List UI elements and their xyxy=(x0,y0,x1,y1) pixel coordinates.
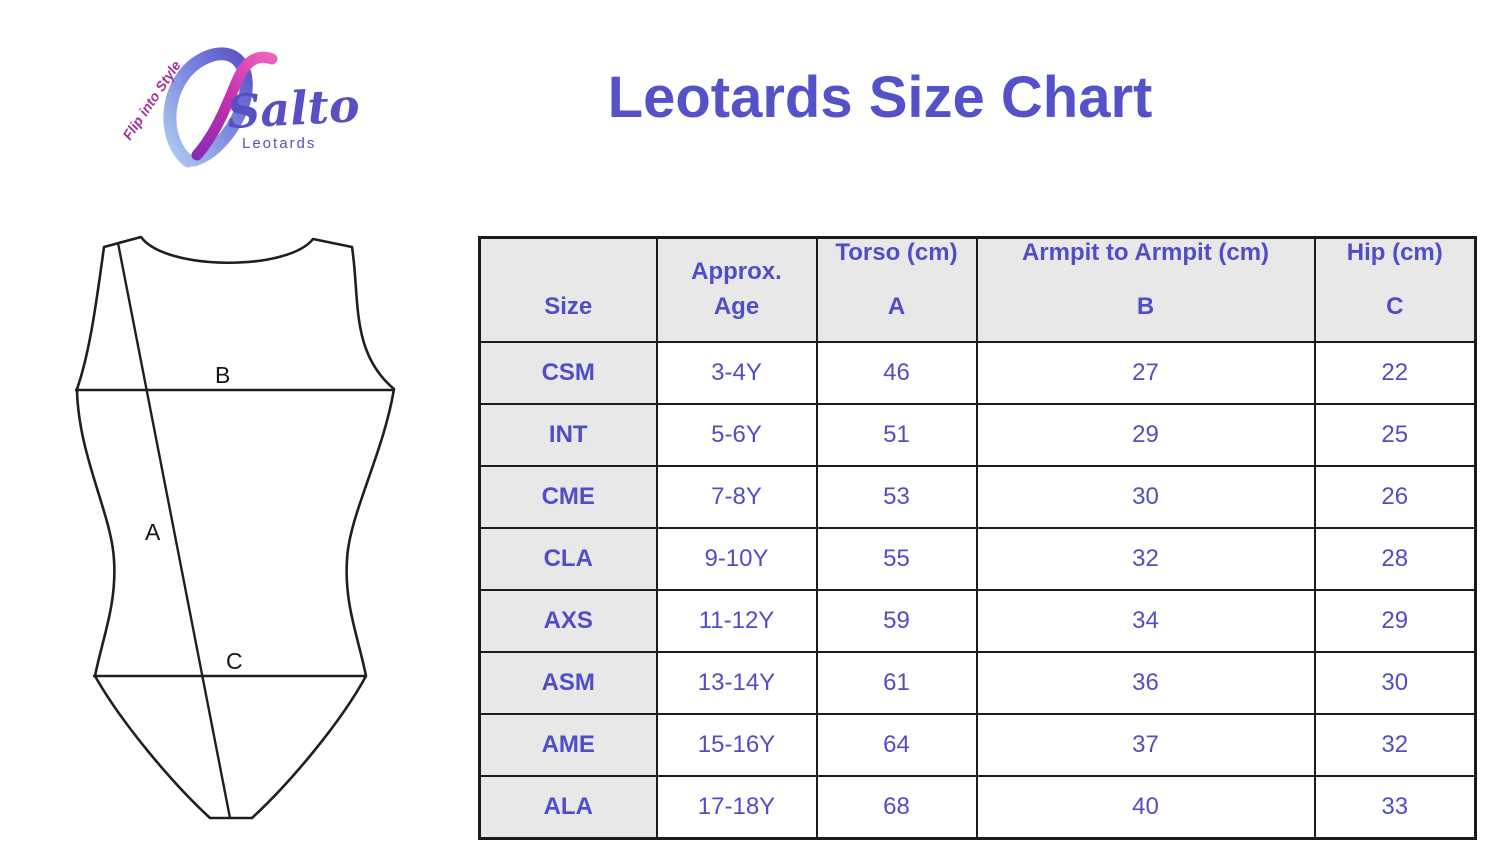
logo-swoosh-pink xyxy=(191,51,278,161)
header-age-line2: Age xyxy=(713,293,760,320)
cell-torso: 53 xyxy=(815,465,978,529)
table-row: AME 15-16Y 64 37 32 xyxy=(478,713,1477,777)
diagram-label-b: B xyxy=(215,362,230,388)
cell-hip: 33 xyxy=(1313,775,1477,839)
table-row: CME 7-8Y 53 30 26 xyxy=(478,465,1477,529)
header-size: Size xyxy=(478,236,658,343)
cell-armpit: 30 xyxy=(975,465,1316,529)
header-hip-letter: C xyxy=(1386,293,1404,320)
table-row: CLA 9-10Y 55 32 28 xyxy=(478,527,1477,591)
table-row: CSM 3-4Y 46 27 22 xyxy=(478,341,1477,405)
cell-age: 11-12Y xyxy=(655,589,818,653)
page-title: Leotards Size Chart xyxy=(607,65,1153,130)
header-torso-title: Torso (cm) xyxy=(835,239,958,266)
cell-torso: 59 xyxy=(815,589,978,653)
cell-size: AXS xyxy=(478,589,658,653)
header-row: Size Approx. Age Torso (cm) A Armpit to … xyxy=(478,236,1477,343)
salto-logo: Flip into Style Salto Leotards xyxy=(119,47,361,168)
leotard-measurement-diagram: B A C xyxy=(75,235,396,820)
table-row: ASM 13-14Y 61 36 30 xyxy=(478,651,1477,715)
size-table: Size Approx. Age Torso (cm) A Armpit to … xyxy=(478,236,1477,840)
cell-armpit: 32 xyxy=(975,527,1316,591)
cell-size: INT xyxy=(478,403,658,467)
header-size-label: Size xyxy=(544,293,593,320)
cell-age: 15-16Y xyxy=(655,713,818,777)
cell-torso: 61 xyxy=(815,651,978,715)
size-table-body: CSM 3-4Y 46 27 22 INT 5-6Y 51 29 25 CME … xyxy=(478,341,1477,839)
logo-swoosh-blue xyxy=(163,47,253,168)
cell-torso: 55 xyxy=(815,527,978,591)
cell-armpit: 40 xyxy=(975,775,1316,839)
cell-age: 3-4Y xyxy=(655,341,818,405)
cell-armpit: 36 xyxy=(975,651,1316,715)
header-torso-letter: A xyxy=(887,293,906,320)
cell-hip: 22 xyxy=(1313,341,1477,405)
diagram-label-c: C xyxy=(226,648,243,674)
cell-armpit: 27 xyxy=(975,341,1316,405)
cell-hip: 32 xyxy=(1313,713,1477,777)
logo-brand-sub: Leotards xyxy=(242,135,316,152)
cell-hip: 26 xyxy=(1313,465,1477,529)
cell-age: 5-6Y xyxy=(655,403,818,467)
cell-size: AME xyxy=(478,713,658,777)
header-hip-title: Hip (cm) xyxy=(1346,239,1443,266)
size-table-container: Size Approx. Age Torso (cm) A Armpit to … xyxy=(478,236,1477,840)
header-torso: Torso (cm) A xyxy=(815,236,978,343)
cell-age: 13-14Y xyxy=(655,651,818,715)
cell-size: ASM xyxy=(478,651,658,715)
table-row: ALA 17-18Y 68 40 33 xyxy=(478,775,1477,839)
cell-hip: 29 xyxy=(1313,589,1477,653)
cell-size: CLA xyxy=(478,527,658,591)
cell-torso: 51 xyxy=(815,403,978,467)
cell-age: 9-10Y xyxy=(655,527,818,591)
cell-size: CSM xyxy=(478,341,658,405)
leotard-outline xyxy=(75,235,396,820)
measure-line-a xyxy=(116,242,232,819)
cell-size: CME xyxy=(478,465,658,529)
cell-hip: 28 xyxy=(1313,527,1477,591)
header-age: Approx. Age xyxy=(655,236,818,343)
header-armpit-title: Armpit to Armpit (cm) xyxy=(1021,239,1270,266)
header-age-line1: Approx. xyxy=(691,258,782,285)
cell-size: ALA xyxy=(478,775,658,839)
cell-age: 7-8Y xyxy=(655,465,818,529)
cell-torso: 68 xyxy=(815,775,978,839)
size-table-header: Size Approx. Age Torso (cm) A Armpit to … xyxy=(478,236,1477,343)
table-row: AXS 11-12Y 59 34 29 xyxy=(478,589,1477,653)
table-row: INT 5-6Y 51 29 25 xyxy=(478,403,1477,467)
cell-armpit: 34 xyxy=(975,589,1316,653)
header-armpit: Armpit to Armpit (cm) B xyxy=(975,236,1316,343)
cell-armpit: 29 xyxy=(975,403,1316,467)
diagram-label-a: A xyxy=(145,519,161,545)
cell-torso: 64 xyxy=(815,713,978,777)
cell-torso: 46 xyxy=(815,341,978,405)
cell-armpit: 37 xyxy=(975,713,1316,777)
cell-age: 17-18Y xyxy=(655,775,818,839)
cell-hip: 25 xyxy=(1313,403,1477,467)
header-hip: Hip (cm) C xyxy=(1313,236,1477,343)
header-armpit-letter: B xyxy=(1136,293,1155,320)
cell-hip: 30 xyxy=(1313,651,1477,715)
logo-brand: Salto xyxy=(226,78,361,139)
